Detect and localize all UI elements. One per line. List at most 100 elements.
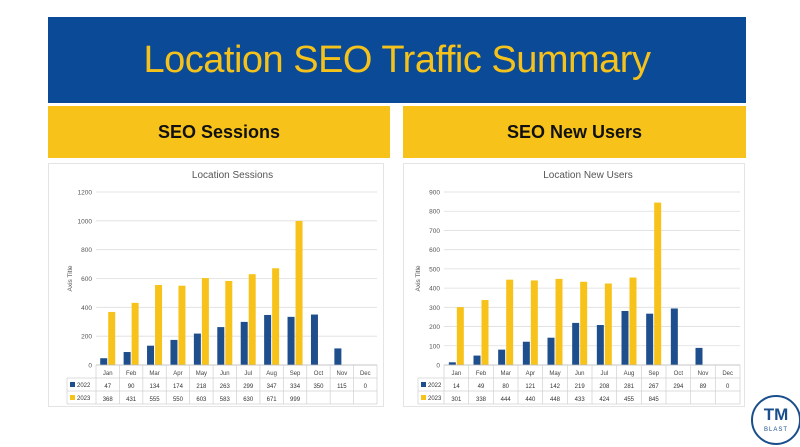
y-tick-label: 0 [436,363,440,370]
data-label-2023: 431 [126,397,137,403]
data-label-2023: 440 [525,397,536,403]
x-tick-label: Oct [314,371,324,377]
bar-2022-feb [123,352,131,365]
bar-2022-aug [264,314,272,365]
new-users-chart-box: Location New Users Axis Title 0 100 200 300 40… [403,163,745,407]
chart-title: Location Sessions [192,170,273,181]
data-label-2022: 267 [649,384,660,390]
bar-2023-may [555,278,563,365]
bar-2022-oct [310,314,318,365]
data-label-2022: 294 [673,384,684,390]
panel-heading-new-users: SEO New Users [403,106,746,158]
x-tick-label: Oct [674,371,684,377]
logo-mark: TM [763,405,789,424]
x-tick-label: Aug [624,371,635,377]
data-label-2023: 671 [267,397,278,403]
data-label-2022: 89 [700,384,707,390]
data-label-2022: 350 [313,384,324,390]
x-tick-label: Jun [220,371,230,377]
bar-2022-nov [334,348,342,365]
data-label-2023: 583 [220,397,231,403]
legend-label-2022: 2022 [428,383,442,389]
y-tick-label: 200 [429,324,440,331]
data-label-2022: 134 [150,384,161,390]
legend-label-2023: 2023 [428,396,442,402]
data-label-2022: 281 [624,384,635,390]
bar-2023-feb [481,300,489,365]
data-label-2022: 0 [364,384,368,390]
data-label-2022: 334 [290,384,301,390]
data-label-2023: 338 [476,397,487,403]
x-tick-label: Jul [600,371,608,377]
bar-2023-aug [629,277,637,365]
bar-2022-jun [217,327,225,365]
y-tick-label: 400 [81,305,92,312]
y-axis-title: Axis Title [415,265,422,291]
y-tick-label: 0 [88,363,92,370]
legend-label-2022: 2022 [77,383,91,389]
bar-2023-apr [530,280,538,365]
data-label-2022: 90 [128,384,135,390]
bar-2022-jan [448,362,456,365]
data-label-2022: 174 [173,384,184,390]
data-label-2023: 845 [649,397,660,403]
bar-2023-sep [654,202,662,365]
data-label-2023: 630 [243,397,254,403]
data-label-2023: 444 [501,397,512,403]
data-label-2023: 301 [451,397,462,403]
data-label-2023: 455 [624,397,635,403]
y-tick-label: 500 [429,266,440,273]
bar-2022-jul [596,325,604,365]
bar-2023-jun [225,280,233,365]
bar-2022-sep [646,313,654,365]
bar-2022-may [193,333,201,365]
legend-key-2022 [421,382,426,387]
data-label-2023: 433 [575,397,586,403]
data-label-2022: 49 [478,384,485,390]
x-tick-label: Apr [173,371,182,377]
data-label-2022: 263 [220,384,231,390]
bar-2022-mar [147,345,155,365]
x-tick-label: Jan [103,371,113,377]
x-tick-label: Mar [149,371,159,377]
bar-2022-jul [240,321,248,365]
sessions-chart: Location Sessions Axis Title 0 200 400 600 800… [66,170,378,405]
x-tick-label: Dec [722,371,733,377]
panel-heading-sessions: SEO Sessions [48,106,390,158]
y-tick-label: 600 [429,247,440,254]
y-tick-label: 300 [429,305,440,312]
bar-2022-jan [100,358,108,365]
bar-2023-mar [155,284,163,365]
bar-2022-oct [670,308,678,365]
bar-2023-aug [272,268,280,365]
bar-2022-feb [473,355,481,365]
data-label-2023: 424 [599,397,610,403]
data-label-2022: 14 [453,384,460,390]
header-banner: Location SEO Traffic Summary [48,17,746,103]
chart-title: Location New Users [543,170,632,181]
y-tick-label: 800 [81,247,92,254]
bar-2023-apr [178,285,186,365]
y-tick-label: 800 [429,209,440,216]
bar-2022-sep [287,316,295,365]
bar-2023-may [201,278,209,365]
data-label-2022: 299 [243,384,254,390]
legend-label-2023: 2023 [77,396,91,402]
new-users-chart: Location New Users Axis Title 0 100 200 300 40… [415,170,741,405]
data-label-2022: 0 [726,384,730,390]
bar-2023-sep [295,220,303,365]
page-title: Location SEO Traffic Summary [143,39,651,81]
bar-2022-nov [695,347,703,365]
tm-blast-logo: TM BLAST [751,395,800,445]
x-tick-label: Jan [451,371,461,377]
y-tick-label: 1200 [78,190,93,197]
x-tick-label: Nov [337,371,348,377]
data-label-2023: 999 [290,397,301,403]
data-label-2022: 218 [196,384,207,390]
x-tick-label: Feb [476,371,487,377]
x-tick-label: Nov [698,371,709,377]
bar-2023-mar [506,279,514,365]
y-tick-label: 600 [81,276,92,283]
x-tick-label: May [196,371,207,377]
data-label-2022: 47 [104,384,111,390]
